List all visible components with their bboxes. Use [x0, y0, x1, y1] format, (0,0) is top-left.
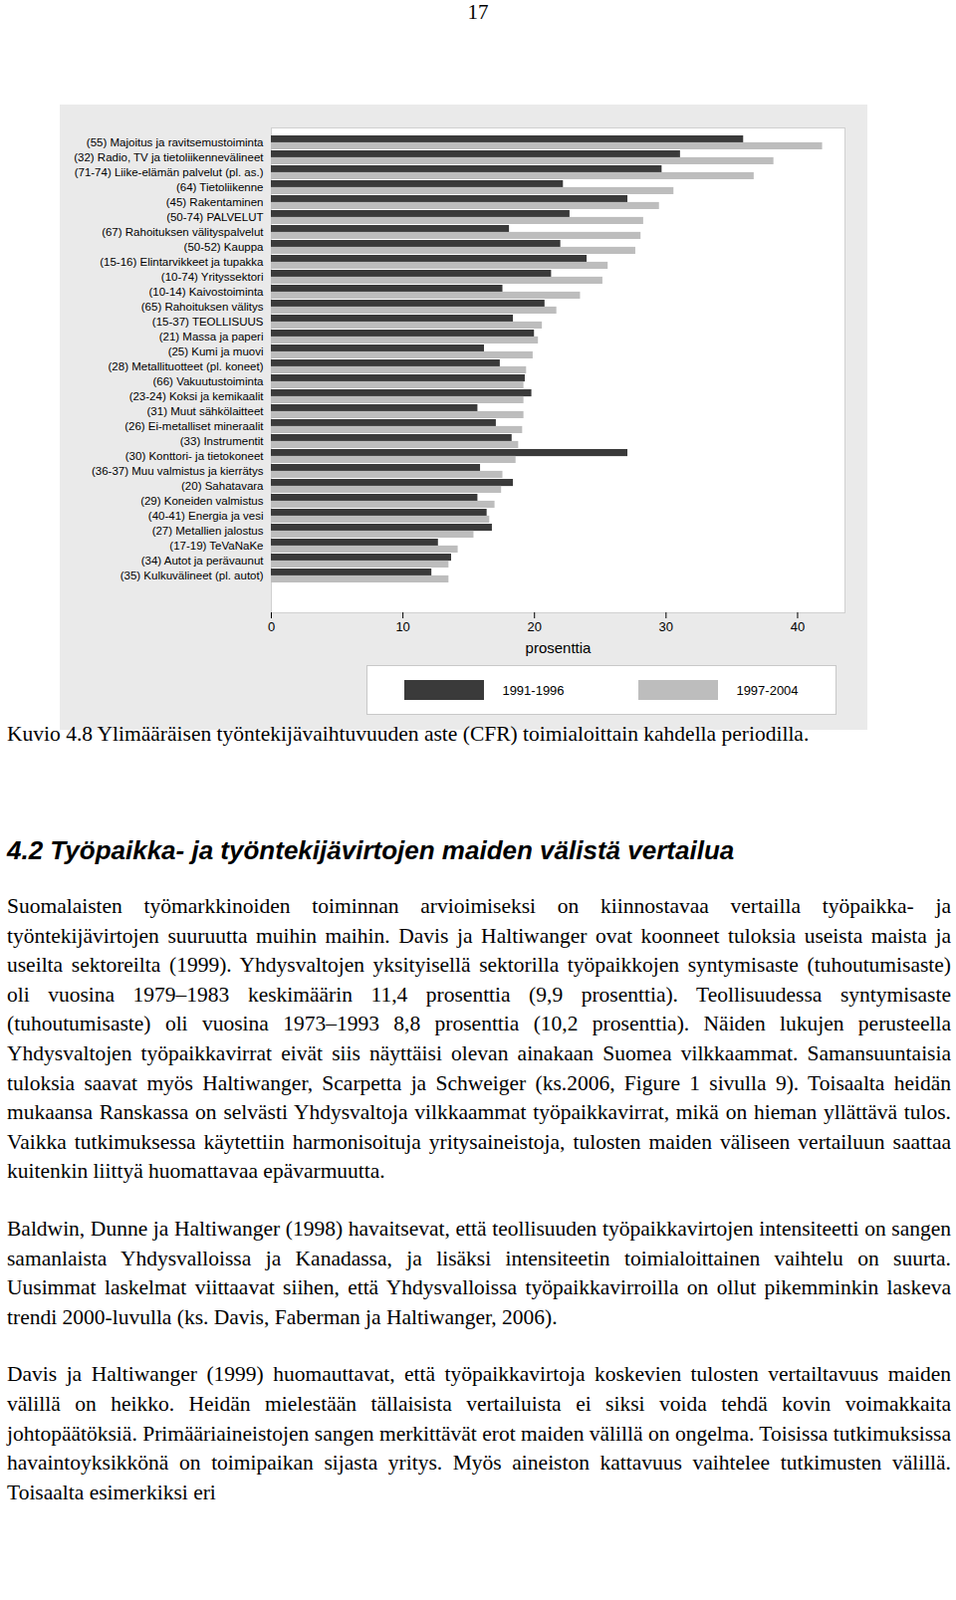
- svg-text:(66) Vakuutustoiminta: (66) Vakuutustoiminta: [152, 375, 264, 388]
- svg-text:(29) Koneiden valmistus: (29) Koneiden valmistus: [140, 494, 264, 507]
- svg-text:(33) Instrumentit: (33) Instrumentit: [180, 435, 265, 448]
- html-text:17: 17: [467, 0, 489, 24]
- svg-text:(25) Kumi ja muovi: (25) Kumi ja muovi: [168, 345, 264, 358]
- svg-text:(23-24) Koksi ja kemikaalit: (23-24) Koksi ja kemikaalit: [129, 390, 265, 403]
- svg-text:prosenttia: prosenttia: [525, 639, 593, 657]
- svg-text:10: 10: [395, 619, 410, 635]
- svg-text:(71-74) Liike-elämän palvelut: (71-74) Liike-elämän palvelut (pl. as.): [74, 166, 264, 179]
- svg-text:(15-16) Elintarvikkeet ja tupa: (15-16) Elintarvikkeet ja tupakka: [99, 255, 264, 268]
- svg-text:(27) Metallien jalostus: (27) Metallien jalostus: [152, 524, 264, 537]
- svg-text:0: 0: [267, 619, 275, 635]
- svg-text:(35) Kulkuvälineet (pl. autot): (35) Kulkuvälineet (pl. autot): [120, 569, 264, 582]
- svg-text:(64) Tietoliikenne: (64) Tietoliikenne: [176, 181, 264, 194]
- svg-text:(65) Rahoituksen välitys: (65) Rahoituksen välitys: [141, 300, 264, 313]
- html-text:Suomalaisten työmarkkinoiden t: Suomalaisten työmarkkinoiden toiminnan a…: [6, 894, 952, 1184]
- html-text:1997-2004: 1997-2004: [736, 682, 799, 698]
- svg-text:(45) Rakentaminen: (45) Rakentaminen: [166, 196, 264, 209]
- html-text:Davis ja Haltiwanger (1999) hu: Davis ja Haltiwanger (1999) huomauttavat…: [6, 1362, 952, 1505]
- html-text:4.2 Työpaikka- ja työntekijävi: 4.2 Työpaikka- ja työntekijävirtojen mai…: [6, 835, 735, 866]
- svg-text:(40-41) Energia ja vesi: (40-41) Energia ja vesi: [148, 509, 264, 522]
- svg-text:(50-74) PALVELUT: (50-74) PALVELUT: [166, 211, 263, 224]
- svg-text:30: 30: [659, 619, 674, 635]
- html-text:Kuvio 4.8 Ylimääräisen työntek: Kuvio 4.8 Ylimääräisen työntekijävaihtuv…: [6, 721, 809, 746]
- svg-text:(20) Sahatavara: (20) Sahatavara: [181, 479, 264, 492]
- svg-text:(55) Majoitus ja ravitsemustoi: (55) Majoitus ja ravitsemustoiminta: [86, 136, 264, 149]
- svg-text:(15-37) TEOLLISUUS: (15-37) TEOLLISUUS: [152, 315, 264, 328]
- html-text:Baldwin, Dunne ja Haltiwanger: Baldwin, Dunne ja Haltiwanger (1998) hav…: [6, 1216, 952, 1330]
- svg-text:(34) Autot ja perävaunut: (34) Autot ja perävaunut: [141, 554, 265, 567]
- svg-text:(67) Rahoituksen välityspalvel: (67) Rahoituksen välityspalvelut: [101, 226, 264, 239]
- svg-text:40: 40: [790, 619, 805, 635]
- svg-text:(36-37) Muu valmistus ja kierr: (36-37) Muu valmistus ja kierrätys: [91, 465, 264, 478]
- svg-text:20: 20: [526, 619, 541, 635]
- html-text:1991-1996: 1991-1996: [502, 682, 565, 698]
- svg-text:(30) Konttori- ja tietokoneet: (30) Konttori- ja tietokoneet: [125, 450, 265, 463]
- svg-text:(10-14) Kaivostoiminta: (10-14) Kaivostoiminta: [148, 285, 264, 298]
- svg-text:(31) Muut sähkölaitteet: (31) Muut sähkölaitteet: [147, 405, 265, 418]
- svg-text:(10-74) Yrityssektori: (10-74) Yrityssektori: [161, 270, 264, 283]
- svg-text:(21) Massa ja paperi: (21) Massa ja paperi: [159, 330, 264, 343]
- svg-text:(32) Radio, TV ja tietoliikenn: (32) Radio, TV ja tietoliikennevälineet: [73, 151, 264, 164]
- svg-text:(17-19) TeVaNaKe: (17-19) TeVaNaKe: [169, 539, 263, 552]
- svg-text:(50-52) Kauppa: (50-52) Kauppa: [184, 240, 265, 253]
- svg-text:(26) Ei-metalliset mineraalit: (26) Ei-metalliset mineraalit: [124, 420, 264, 433]
- svg-text:(28) Metallituotteet (pl. kone: (28) Metallituotteet (pl. koneet): [108, 360, 264, 373]
